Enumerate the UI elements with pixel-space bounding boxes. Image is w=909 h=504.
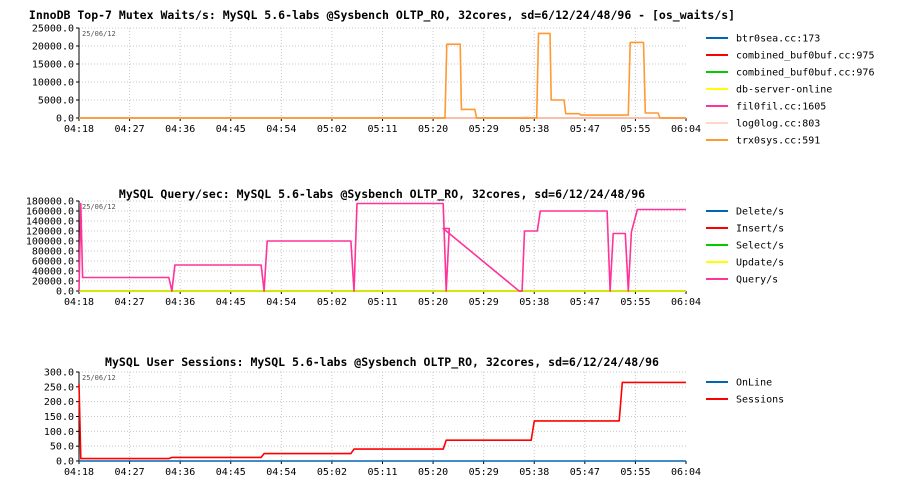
legend-label: combined_buf0buf.cc:976 xyxy=(736,68,874,79)
y-tick-label: 120000.0 xyxy=(26,227,74,238)
y-tick-label: 100.0 xyxy=(44,427,74,438)
y-tick-label: 40000.0 xyxy=(32,267,74,278)
y-tick-label: 50.0 xyxy=(50,442,74,453)
x-tick-label: 05:55 xyxy=(620,124,650,135)
x-tick-label: 06:04 xyxy=(671,467,701,478)
x-tick-label: 04:54 xyxy=(266,297,296,308)
y-tick-label: 200.0 xyxy=(44,397,74,408)
date-stamp: 25/06/12 xyxy=(82,203,116,211)
y-tick-label: 20000.0 xyxy=(32,277,74,288)
legend-label: db-server-online xyxy=(736,85,832,96)
x-tick-label: 04:18 xyxy=(64,467,94,478)
x-tick-label: 04:45 xyxy=(216,467,246,478)
x-tick-label: 04:45 xyxy=(216,297,246,308)
x-tick-label: 05:38 xyxy=(519,297,549,308)
date-stamp: 25/06/12 xyxy=(82,30,116,38)
legend-label: Update/s xyxy=(736,258,784,269)
x-tick-label: 05:55 xyxy=(620,297,650,308)
y-tick-label: 80000.0 xyxy=(32,247,74,258)
x-tick-label: 05:02 xyxy=(317,124,347,135)
chart-panel-1: InnoDB Top-7 Mutex Waits/s: MySQL 5.6-la… xyxy=(29,8,875,147)
y-tick-label: 0.0 xyxy=(56,287,74,298)
legend-label: fil0fil.cc:1605 xyxy=(736,102,826,113)
x-tick-label: 04:54 xyxy=(266,467,296,478)
y-tick-label: 180000.0 xyxy=(26,197,74,208)
y-tick-label: 25000.0 xyxy=(32,24,74,35)
x-tick-label: 06:04 xyxy=(671,297,701,308)
x-tick-label: 04:36 xyxy=(165,297,195,308)
x-tick-label: 06:04 xyxy=(671,124,701,135)
series-line xyxy=(78,202,686,292)
x-tick-label: 05:47 xyxy=(570,124,600,135)
y-tick-label: 150.0 xyxy=(44,412,74,423)
legend-label: trx0sys.cc:591 xyxy=(736,136,820,147)
x-tick-label: 04:18 xyxy=(64,124,94,135)
x-tick-label: 05:38 xyxy=(519,124,549,135)
legend-label: Insert/s xyxy=(736,224,784,235)
chart-title: MySQL User Sessions: MySQL 5.6-labs @Sys… xyxy=(105,355,659,370)
chart-title: MySQL Query/sec: MySQL 5.6-labs @Sysbenc… xyxy=(119,187,645,202)
y-tick-label: 0.0 xyxy=(56,114,74,125)
y-tick-label: 20000.0 xyxy=(32,42,74,53)
date-stamp: 25/06/12 xyxy=(82,374,116,382)
series-line xyxy=(79,32,686,119)
legend-label: Select/s xyxy=(736,241,784,252)
x-tick-label: 05:20 xyxy=(418,297,448,308)
series-line xyxy=(78,381,686,460)
x-tick-label: 04:36 xyxy=(165,124,195,135)
x-tick-label: 04:36 xyxy=(165,467,195,478)
legend-label: Sessions xyxy=(736,395,784,406)
x-tick-label: 05:55 xyxy=(620,467,650,478)
x-tick-label: 05:47 xyxy=(570,297,600,308)
legend-label: combined_buf0buf.cc:975 xyxy=(736,51,874,62)
y-tick-label: 0.0 xyxy=(56,457,74,468)
x-tick-label: 05:47 xyxy=(570,467,600,478)
legend-label: Delete/s xyxy=(736,207,784,218)
legend-label: Query/s xyxy=(736,275,778,286)
x-tick-label: 04:54 xyxy=(266,124,296,135)
x-tick-label: 04:27 xyxy=(115,124,145,135)
x-tick-label: 05:11 xyxy=(367,297,397,308)
x-tick-label: 05:29 xyxy=(469,124,499,135)
x-tick-label: 05:02 xyxy=(317,297,347,308)
y-tick-label: 160000.0 xyxy=(26,207,74,218)
chart-panel-3: MySQL User Sessions: MySQL 5.6-labs @Sys… xyxy=(44,355,784,478)
x-tick-label: 04:27 xyxy=(115,467,145,478)
x-tick-label: 05:29 xyxy=(469,297,499,308)
y-tick-label: 140000.0 xyxy=(26,217,74,228)
x-tick-label: 04:27 xyxy=(115,297,145,308)
y-tick-label: 100000.0 xyxy=(26,237,74,248)
x-tick-label: 05:11 xyxy=(367,124,397,135)
legend-label: btr0sea.cc:173 xyxy=(736,34,820,45)
x-tick-label: 05:20 xyxy=(418,124,448,135)
y-tick-label: 5000.0 xyxy=(38,96,74,107)
x-tick-label: 05:11 xyxy=(367,467,397,478)
x-tick-label: 05:02 xyxy=(317,467,347,478)
x-tick-label: 05:38 xyxy=(519,467,549,478)
chart-panel-2: MySQL Query/sec: MySQL 5.6-labs @Sysbenc… xyxy=(26,187,784,308)
x-tick-label: 05:20 xyxy=(418,467,448,478)
y-tick-label: 300.0 xyxy=(44,368,74,379)
x-tick-label: 04:45 xyxy=(216,124,246,135)
x-tick-label: 04:18 xyxy=(64,297,94,308)
y-tick-label: 60000.0 xyxy=(32,257,74,268)
legend-label: log0log.cc:803 xyxy=(736,119,820,130)
y-tick-label: 15000.0 xyxy=(32,60,74,71)
legend-label: OnLine xyxy=(736,378,772,389)
y-tick-label: 250.0 xyxy=(44,382,74,393)
y-tick-label: 10000.0 xyxy=(32,78,74,89)
x-tick-label: 05:29 xyxy=(469,467,499,478)
chart-title: InnoDB Top-7 Mutex Waits/s: MySQL 5.6-la… xyxy=(29,8,735,23)
